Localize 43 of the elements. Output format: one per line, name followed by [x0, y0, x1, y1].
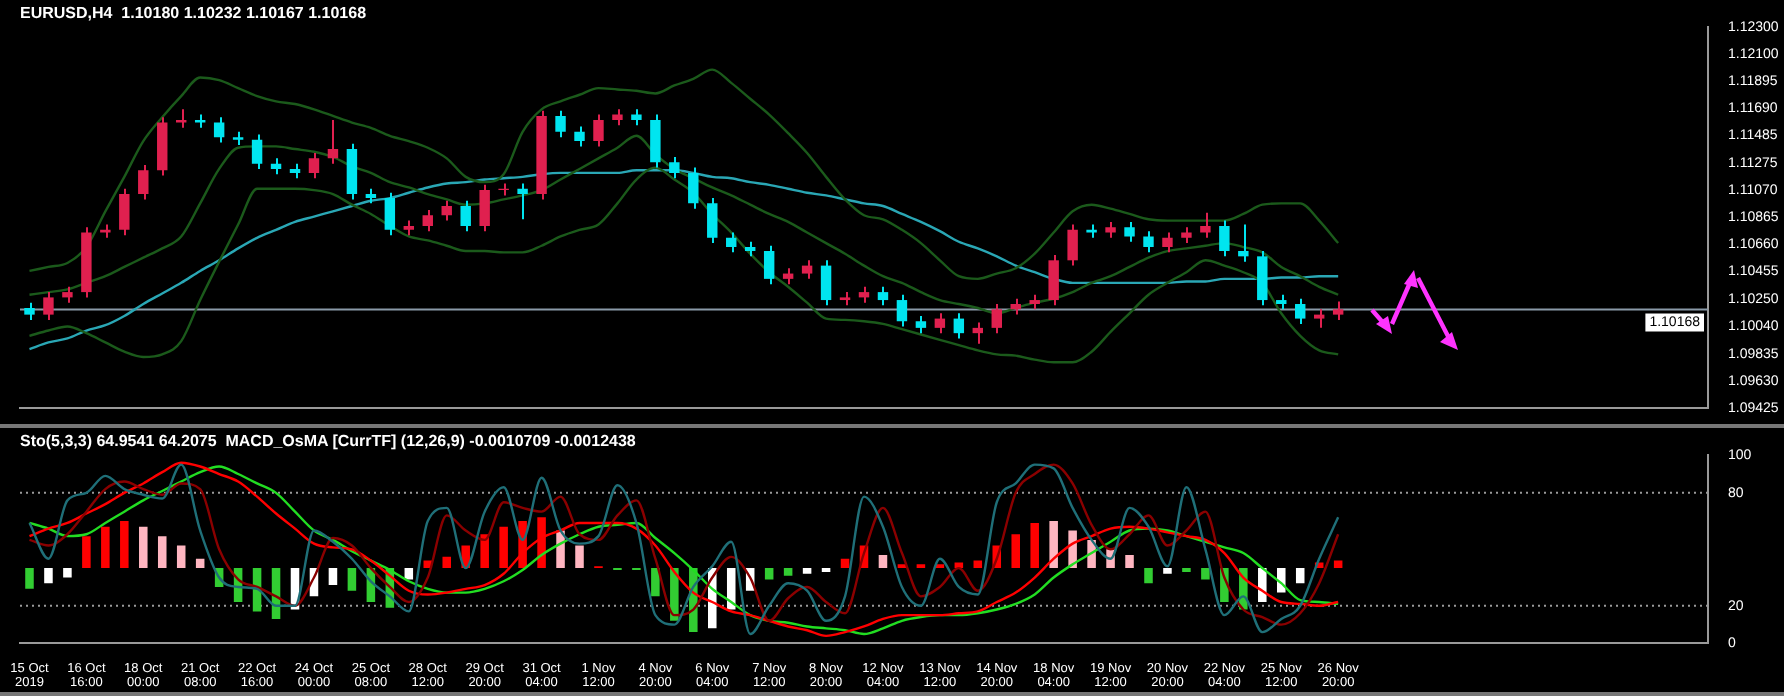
bar — [1144, 568, 1153, 584]
candlestick — [24, 301, 35, 321]
bar — [1163, 568, 1172, 574]
bar — [783, 568, 793, 576]
chart-title: EURUSD,H4 1.10180 1.10232 1.10167 1.10168 — [20, 4, 368, 23]
bar — [840, 558, 850, 569]
bar — [157, 536, 167, 569]
bar — [802, 568, 812, 574]
bar — [195, 558, 205, 569]
bar — [575, 545, 584, 569]
bar — [82, 536, 91, 569]
candlestick — [1200, 211, 1211, 239]
bar — [347, 568, 357, 591]
bar — [878, 554, 888, 569]
bar — [480, 534, 489, 569]
bar — [404, 568, 414, 580]
candlestick — [1105, 220, 1116, 239]
bar — [537, 517, 546, 569]
bar — [101, 526, 110, 569]
bar — [442, 556, 452, 569]
bar — [1295, 568, 1305, 584]
bar — [954, 562, 964, 569]
candlestick — [100, 223, 111, 239]
bar — [499, 526, 508, 569]
bar — [139, 526, 148, 569]
bar — [764, 568, 774, 580]
candlestick — [43, 291, 54, 321]
bar — [44, 568, 53, 584]
bar — [63, 568, 72, 578]
bar — [651, 568, 660, 597]
bar — [1030, 522, 1039, 569]
chart-title: Sto(5,3,3) 64.9541 64.2075 MACD_OsMA [CurrTF] (12,26,9) -0.0010709 -0.0012438 — [20, 432, 637, 451]
bar — [726, 568, 736, 610]
bar — [1201, 568, 1210, 580]
bar — [1049, 521, 1058, 569]
bar — [1125, 554, 1134, 569]
bar — [120, 521, 129, 569]
bar — [25, 568, 34, 589]
bar — [1011, 534, 1020, 569]
candlestick — [1086, 223, 1097, 239]
line-series — [28, 68, 1340, 281]
bar — [176, 545, 186, 569]
bar — [328, 568, 338, 586]
